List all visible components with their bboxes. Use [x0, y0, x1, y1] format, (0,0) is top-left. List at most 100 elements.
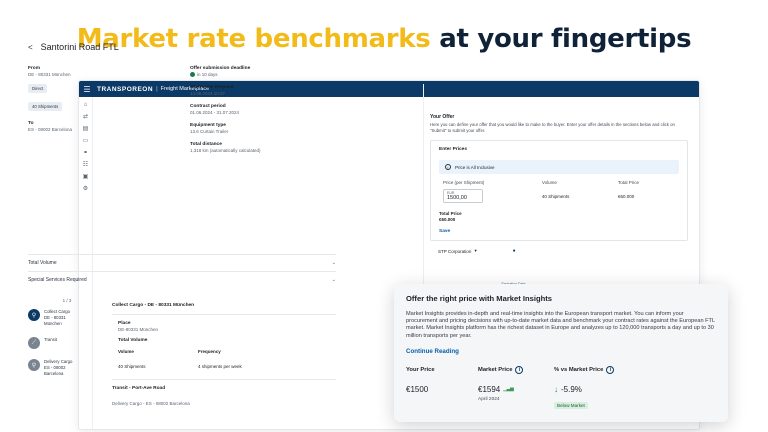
pct-column: % vs Market Price i ↓ -5.9% Below Market: [554, 365, 644, 412]
stop-item[interactable]: ⚲ Delivery Cargo ES - 08002 Barcelona: [28, 359, 106, 377]
transit-header: Transit - Port-Ave Road: [112, 379, 336, 397]
top-bar: ☰ TRANSPOREON | Freight Marketplace STP …: [79, 81, 699, 418]
location-pin-icon: ⚲: [28, 359, 40, 371]
pct-header: % vs Market Price i: [554, 365, 644, 375]
start-label: Start Lane Request: [190, 85, 234, 91]
save-link[interactable]: Save: [439, 229, 451, 234]
chevron-down-icon: ▾: [474, 248, 477, 253]
deadline-value: in 10 days: [197, 72, 218, 77]
insights-body: Market Insights provides in-depth and re…: [406, 311, 715, 339]
shipments-chip: 40 Shipments: [28, 102, 63, 111]
accordion-special-services-label: Special Services Required: [28, 276, 87, 283]
price-value: 1500,00: [447, 195, 467, 201]
volume-table-header: Volume Frequency: [118, 349, 336, 354]
volume-label: Total Volume: [118, 338, 148, 343]
enter-prices-title: Enter Prices: [439, 147, 467, 152]
back-icon[interactable]: <: [28, 42, 33, 52]
chevron-down-icon: ⌄: [331, 259, 336, 266]
company-name: STP Corporation: [438, 248, 472, 254]
menu-icon[interactable]: ☰: [83, 84, 91, 94]
inclusive-banner: i Price is All Inclusive: [439, 160, 679, 174]
sidebar: ⌂ ⇄ ▤ ▭ ⚭ ☷ ▣ ⚙: [79, 97, 93, 429]
your-price-header: Your Price: [406, 366, 435, 373]
col-price: Price (per Shipment): [443, 180, 485, 185]
market-price-date: April 2024: [478, 396, 500, 402]
status-badge: Below Market: [554, 401, 588, 409]
offer-panel: Your Offer Here you can define your offe…: [422, 96, 700, 366]
brand-separator: |: [156, 86, 158, 92]
place-label: Place: [118, 321, 131, 326]
market-insights-card: Offer the right price with Market Insigh…: [394, 284, 728, 422]
product-name: Freight Marketplace: [160, 86, 210, 92]
home-icon[interactable]: ⌂: [83, 102, 88, 108]
total-price-value: €60.000: [439, 217, 456, 222]
stop-detail-header: Collect Cargo - DE - 80331 München: [112, 303, 336, 315]
total-price-label: Total Price: [439, 211, 462, 216]
help-icon[interactable]: ?: [500, 248, 504, 254]
network-icon[interactable]: ⚭: [82, 150, 89, 156]
place-value: DE-80331 München: [118, 327, 159, 332]
accordion-total-volume[interactable]: Total Volume ⌄: [28, 254, 336, 270]
col-volume: Volume: [541, 180, 557, 185]
info-icon[interactable]: i: [606, 365, 615, 374]
topbar-actions: STP Corporation ▾ 🔔︎ ? ●: [423, 84, 699, 418]
market-price-header: Market Price i: [478, 365, 554, 375]
start-value: 14.06.2024 10:37: [190, 91, 226, 97]
col-volume: Volume: [118, 349, 134, 354]
location-pin-icon: ⚲: [28, 309, 40, 321]
stop-title: Delivery Cargo: [44, 359, 73, 364]
continue-reading-link[interactable]: Continue Reading: [406, 347, 459, 355]
stop-postcode: DE - 80331: [44, 315, 66, 320]
table-row: 40 Shipments 4 shipments per week: [118, 364, 336, 369]
market-price-column: Market Price i €1594 ▁▃▅ April 2024: [478, 365, 554, 412]
document-icon[interactable]: ▤: [82, 126, 89, 132]
stop-city: München: [44, 321, 62, 326]
stop-item[interactable]: ⟋ Transit: [28, 337, 106, 349]
from-value: DE - 80331 München: [28, 72, 71, 77]
offer-description: Here you can define your offer that you …: [430, 122, 675, 133]
page-title: Santorini Road FTL: [40, 42, 119, 52]
table-row: EUR 1500,00 40 Shipments €60.000: [439, 189, 679, 203]
price-table-header: Price (per Shipment) Volume Total Price: [439, 180, 679, 185]
info-icon[interactable]: i: [515, 365, 524, 374]
delivery-header-cut: Delivery Cargo - ES - 08002 Barcelona: [112, 401, 190, 406]
headline-highlight: Market rate benchmarks: [76, 24, 431, 54]
stops-count: 1 / 3: [62, 298, 72, 303]
insights-title: Offer the right price with Market Insigh…: [406, 294, 552, 303]
direct-chip: Direct: [28, 84, 48, 93]
your-price-value: €1500: [406, 384, 429, 394]
stop-detail: Collect Cargo - DE - 80331 München Place…: [112, 303, 336, 406]
stop-title: Transit: [44, 337, 57, 342]
price-input[interactable]: EUR 1500,00: [443, 189, 483, 203]
equipment-value: 13.6 Curtain Trailer: [190, 129, 229, 135]
info-icon: i: [445, 164, 451, 170]
brand-logo: TRANSPOREON: [97, 85, 154, 93]
contract-label: Contract period: [190, 104, 226, 110]
volume-value: 40 Shipments: [541, 193, 570, 199]
stop-city: Barcelona: [44, 371, 64, 376]
lane-details-left: From DE - 80331 München Direct 40 Shipme…: [28, 66, 178, 140]
market-price-header-label: Market Price: [478, 366, 513, 373]
col-total: Total Price: [617, 180, 639, 185]
list-icon[interactable]: ☷: [82, 162, 89, 168]
deadline-label: Offer submission deadline: [190, 66, 251, 71]
swap-icon[interactable]: ⇄: [82, 114, 89, 120]
from-label: From: [28, 66, 40, 71]
page-title-row: < Santorini Road FTL: [28, 42, 119, 52]
stop-item[interactable]: ⚲ Collect Cargo DE - 80331 München: [28, 309, 106, 327]
headline: Market rate benchmarks at your fingertip…: [0, 24, 768, 54]
bell-icon[interactable]: 🔔︎: [486, 248, 495, 255]
truck-icon[interactable]: ▭: [82, 138, 89, 144]
distance-label: Total distance: [190, 142, 222, 148]
company-selector[interactable]: STP Corporation ▾: [434, 246, 481, 256]
your-price-column: Your Price €1500: [406, 365, 478, 412]
accordion-special-services[interactable]: Special Services Required ⌄: [28, 271, 336, 287]
row-frequency: 4 shipments per week: [198, 364, 242, 369]
report-icon[interactable]: ▣: [82, 174, 89, 180]
bar-chart-icon: ▁▃▅: [503, 386, 514, 393]
pct-header-label: % vs Market Price: [554, 366, 604, 373]
to-value: ES - 08002 Barcelona: [28, 127, 73, 132]
lane-details-right: Offer submission deadline in 10 days Sta…: [190, 66, 340, 161]
user-icon[interactable]: ●: [509, 246, 519, 256]
settings-icon[interactable]: ⚙: [82, 186, 89, 192]
